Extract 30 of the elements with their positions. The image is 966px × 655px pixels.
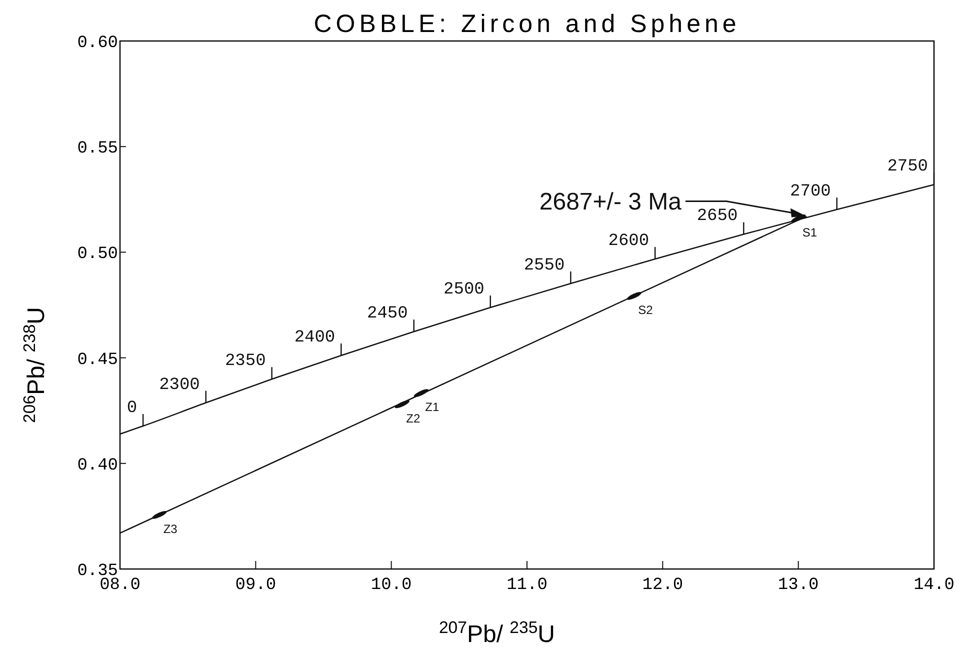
data-label: S1 [802,225,818,240]
y-tick-label: 0.45 [77,350,118,370]
annotation: 2350 [225,352,266,372]
annotation: 2687+/- 3 Ma [539,188,682,216]
x-tick-label: 12.0 [642,576,684,595]
data-label: Z1 [425,400,440,414]
annotation: 2300 [159,376,200,395]
data-label: Z3 [163,522,178,536]
chart-title: COBBLE: Zircon and Sphene [314,10,740,38]
data-label: S2 [638,302,654,317]
y-tick-label: 0.50 [77,245,118,264]
data-label: Z2 [406,411,421,426]
x-tick-label: 09.0 [235,576,276,595]
x-tick-label: 11.0 [506,576,548,595]
annotation: 2450 [367,304,408,324]
annotation: 2500 [444,280,484,300]
annotation: 2700 [790,182,831,202]
x-tick-label: 10.0 [370,576,412,595]
x-tick-label: 14.0 [914,576,954,595]
x-axis-title: $^{207}$Pb/ $^{235}$U [438,618,556,648]
annotation: 2600 [608,232,650,251]
y-tick-label: 0.40 [77,456,118,476]
annotation: 2550 [524,256,565,276]
y-tick-label: 0.55 [77,140,118,159]
annotation: 2750 [887,158,928,177]
y-tick-label: 0.60 [77,34,118,53]
annotation: 2400 [294,328,336,348]
x-tick-label: 13.0 [778,576,819,595]
annotation: 0 [126,399,138,418]
annotation: 2650 [696,207,738,226]
